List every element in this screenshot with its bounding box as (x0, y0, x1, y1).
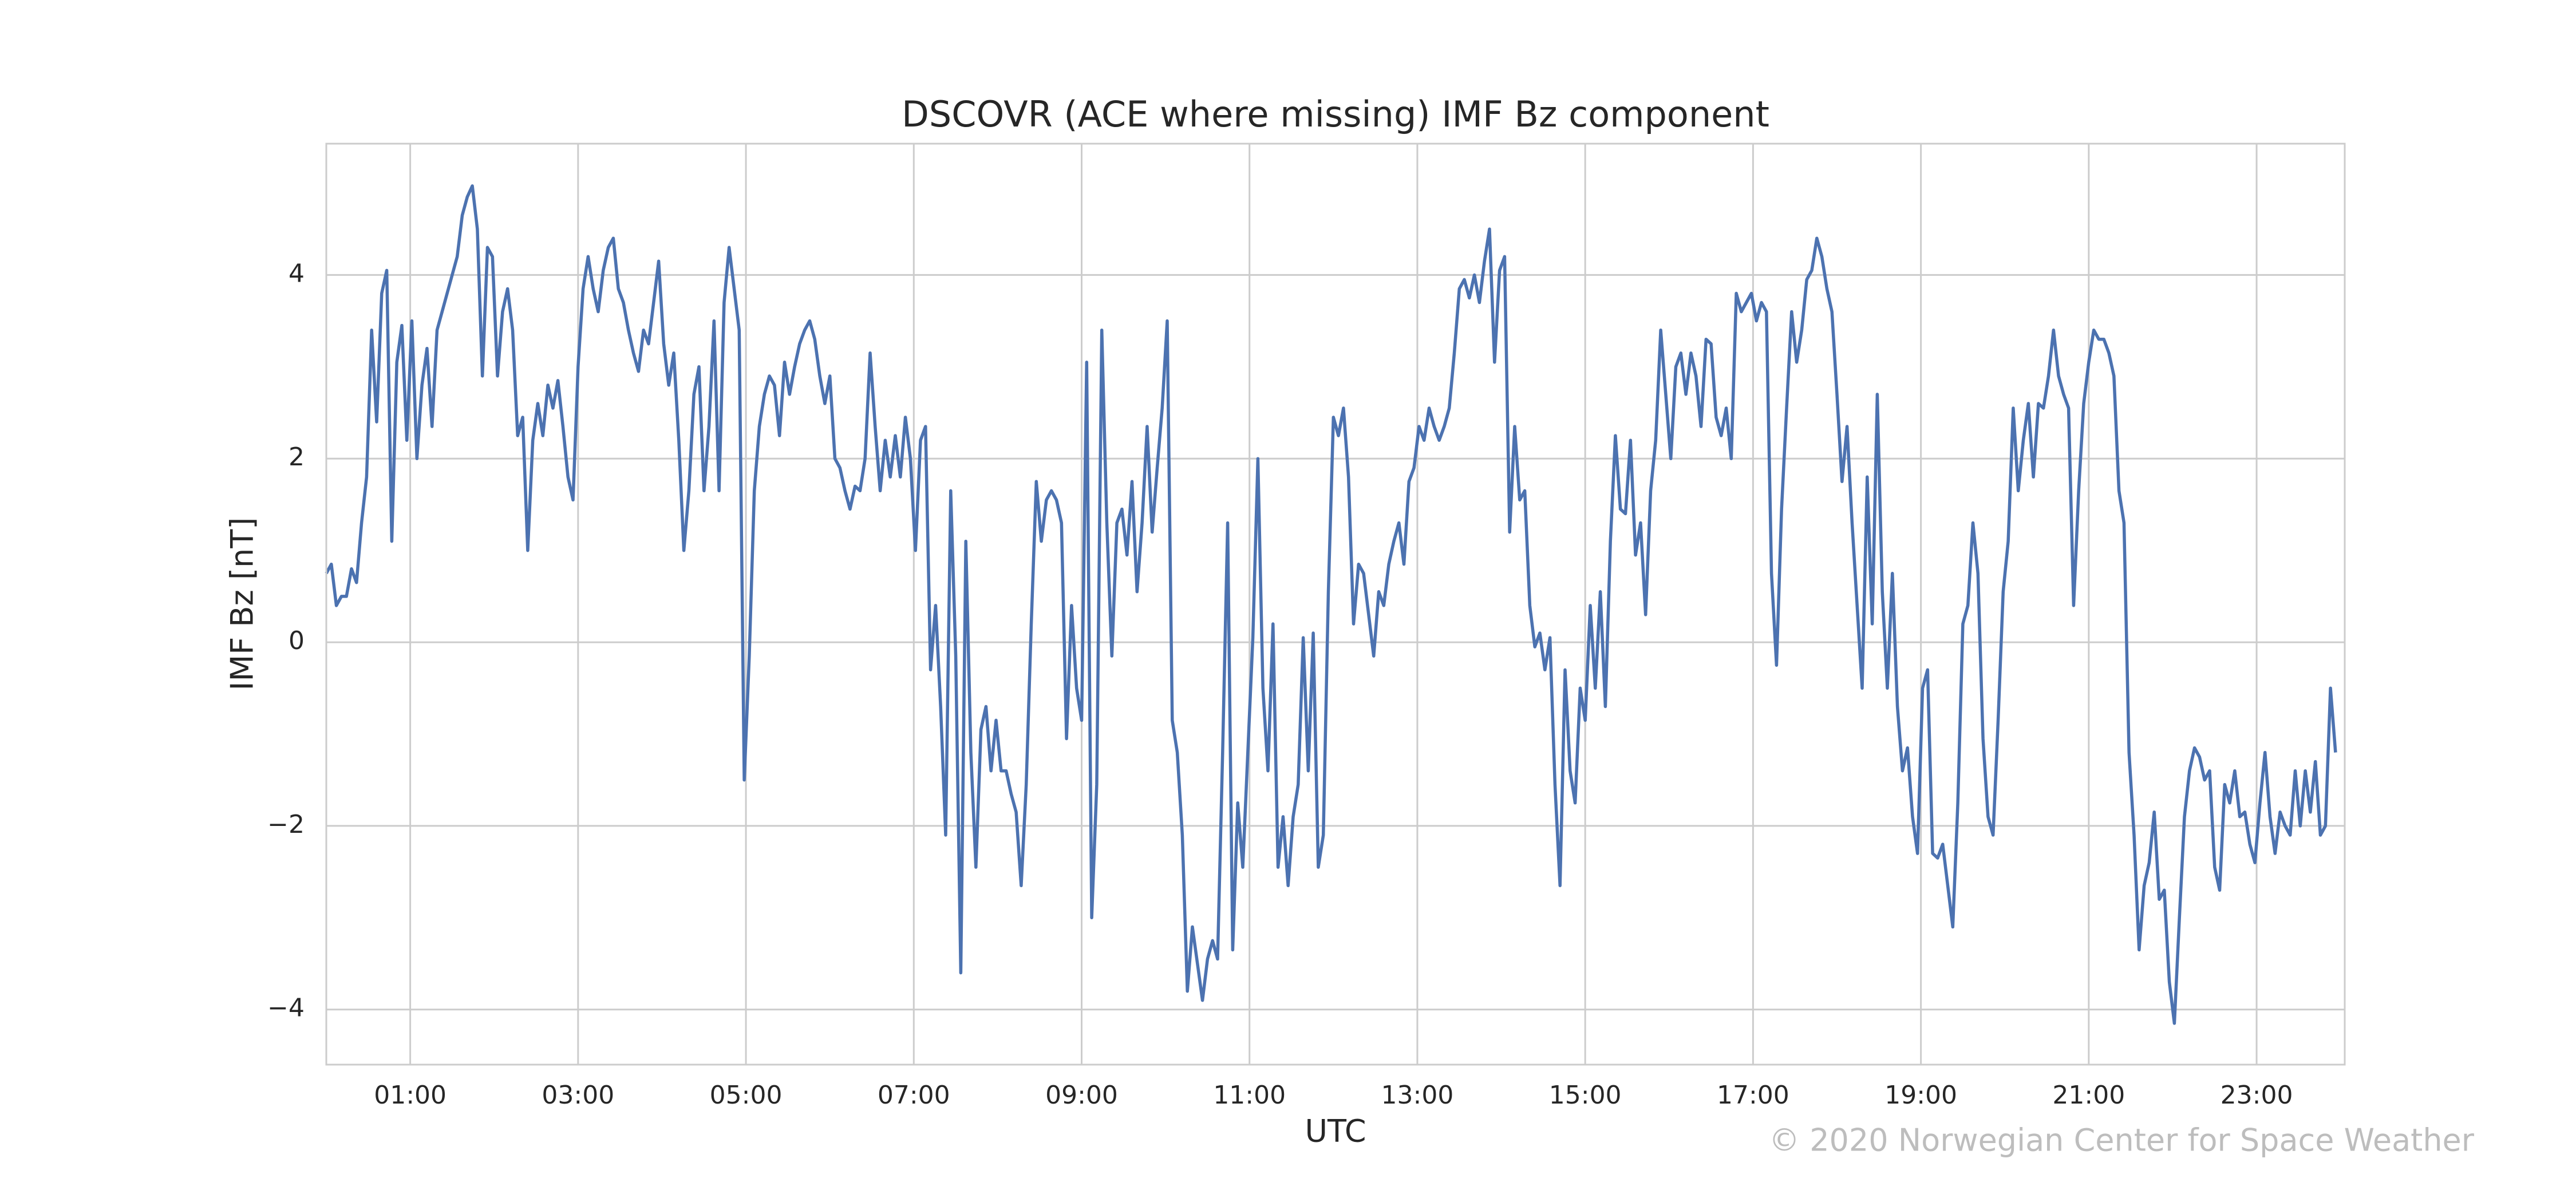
x-axis-title: UTC (1305, 1113, 1366, 1149)
data-line (325, 184, 2337, 1025)
x-tick-label: 07:00 (878, 1081, 950, 1110)
grid (326, 144, 2345, 1065)
y-tick-label: 0 (289, 626, 305, 655)
x-tick-label: 23:00 (2221, 1081, 2293, 1110)
x-tick-label: 15:00 (1549, 1081, 1622, 1110)
x-tick-label: 19:00 (1884, 1081, 1957, 1110)
y-tick-label: 2 (289, 442, 305, 472)
plot-frame (325, 143, 2346, 1066)
x-tick-label: 03:00 (542, 1081, 614, 1110)
y-tick-label: −2 (267, 810, 305, 839)
x-tick-label: 11:00 (1213, 1081, 1286, 1110)
credit: © 2020 Norwegian Center for Space Weathe… (1769, 1122, 2475, 1158)
labels: −4 −2 0 2 4 01:00 03:00 05:00 07:00 09:00 11:00 13:… (267, 259, 2293, 1110)
x-tick-label: 17:00 (1717, 1081, 1789, 1110)
x-tick-label: 13:00 (1381, 1081, 1454, 1110)
x-tick-label: 01:00 (374, 1081, 447, 1110)
x-tick-label: 09:00 (1045, 1081, 1118, 1110)
y-tick-label: −4 (267, 994, 305, 1023)
x-tick-label: 21:00 (2052, 1081, 2125, 1110)
y-tick-label: 4 (289, 259, 305, 288)
plot-lines (325, 184, 2337, 1025)
y-axis-title: IMF Bz [nT] (224, 517, 260, 691)
x-tick-label: 05:00 (710, 1081, 783, 1110)
chart-title: DSCOVR (ACE where missing) IMF Bz compon… (902, 93, 1769, 135)
